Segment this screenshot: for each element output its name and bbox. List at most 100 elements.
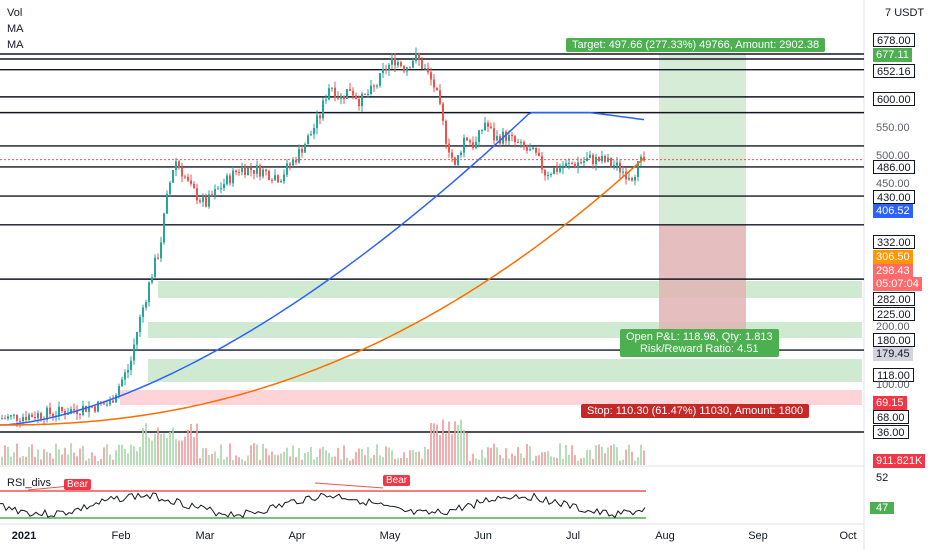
volume-bar xyxy=(238,457,240,465)
candle-body xyxy=(436,87,438,91)
candle-body xyxy=(535,147,537,153)
volume-bar xyxy=(7,446,9,465)
candle-body xyxy=(409,67,411,69)
indicator-vol[interactable]: Vol xyxy=(7,7,23,19)
candle-body xyxy=(412,60,414,68)
candle-body xyxy=(310,134,312,136)
price-label-9: 406.52 xyxy=(873,204,913,218)
candle-body xyxy=(67,413,69,415)
volume-bar xyxy=(472,453,474,465)
volume-bar xyxy=(25,456,27,465)
stop-box[interactable]: Stop: 110.30 (61.47%) 11030, Amount: 180… xyxy=(581,404,810,418)
volume-bar xyxy=(511,453,513,465)
candle-body xyxy=(316,115,318,129)
candle-body xyxy=(88,406,90,412)
volume-bar xyxy=(532,460,534,465)
volume-bar xyxy=(616,447,618,465)
volume-bar xyxy=(184,436,186,465)
volume-bar xyxy=(208,454,210,465)
candle-body xyxy=(553,168,555,175)
support-zone-1 xyxy=(158,281,862,298)
volume-bar xyxy=(601,446,603,465)
volume-bar xyxy=(100,459,102,465)
volume-bar xyxy=(211,453,213,465)
volume-bar xyxy=(79,448,81,465)
candle-body xyxy=(601,156,603,162)
candle-body xyxy=(19,420,21,422)
candle-body xyxy=(577,162,579,167)
volume-bar xyxy=(373,454,375,465)
price-label-12: 298.43 xyxy=(873,264,913,278)
candle-body xyxy=(244,166,246,176)
candle-body xyxy=(397,62,399,66)
candle-body xyxy=(220,188,222,190)
volume-bar xyxy=(433,423,435,465)
candle-body xyxy=(361,93,363,107)
volume-bar xyxy=(355,452,357,465)
candle-body xyxy=(64,411,66,415)
candle-body xyxy=(448,143,450,153)
candle-body xyxy=(295,159,297,163)
volume-bar xyxy=(430,423,432,465)
volume-bar xyxy=(148,437,150,465)
volume-bar xyxy=(292,445,294,465)
candle-body xyxy=(589,154,591,159)
volume-bar xyxy=(331,456,333,465)
volume-bar xyxy=(400,458,402,465)
volume-bar xyxy=(415,451,417,465)
volume-bar xyxy=(169,431,171,465)
candle-body xyxy=(301,148,303,153)
volume-bar xyxy=(562,458,564,465)
candle-body xyxy=(388,64,390,71)
candle-body xyxy=(325,99,327,101)
volume-bar xyxy=(325,450,327,465)
volume-bar xyxy=(463,429,465,465)
volume-bar xyxy=(52,458,54,465)
candle-body xyxy=(391,58,393,65)
candle-body xyxy=(346,89,348,100)
volume-bar xyxy=(94,455,96,465)
volume-bar xyxy=(538,455,540,465)
volume-bar xyxy=(334,456,336,465)
volume-bar xyxy=(316,456,318,465)
time-label-apr: Apr xyxy=(288,530,306,542)
candle-body xyxy=(451,152,453,158)
volume-bar xyxy=(631,451,633,465)
volume-bar xyxy=(157,427,159,465)
volume-bar xyxy=(274,454,276,465)
loss-zone xyxy=(120,390,862,405)
indicator-ma-1[interactable]: MA xyxy=(7,23,24,35)
indicator-ma-2[interactable]: MA xyxy=(7,39,24,51)
candle-body xyxy=(493,128,495,141)
volume-bar xyxy=(190,423,192,465)
candle-body xyxy=(538,152,540,156)
price-label-24: 911.821K xyxy=(873,454,926,468)
volume-bar xyxy=(202,448,204,465)
volume-bar xyxy=(22,455,24,465)
currency-selector[interactable]: 7 USDT xyxy=(885,7,924,19)
candle-body xyxy=(241,166,243,173)
candle-body xyxy=(463,137,465,153)
volume-bar xyxy=(424,446,426,465)
pnl-box[interactable]: Open P&L: 118.98, Qty: 1.813 Risk/Reward… xyxy=(620,329,779,357)
time-label-jun: Jun xyxy=(474,530,492,542)
volume-bar xyxy=(364,455,366,465)
candle-body xyxy=(94,406,96,412)
rsi-label[interactable]: RSI_divs xyxy=(7,477,52,489)
volume-bar xyxy=(49,453,51,465)
volume-bar xyxy=(283,451,285,465)
price-label-6: 486.00 xyxy=(873,160,915,174)
candle-body xyxy=(70,409,72,414)
volume-bar xyxy=(232,460,234,465)
volume-bar xyxy=(640,444,642,465)
candle-body xyxy=(169,182,171,194)
volume-bar xyxy=(172,427,174,465)
candle-body xyxy=(433,79,435,88)
volume-bar xyxy=(574,455,576,465)
target-box[interactable]: Target: 497.66 (277.33%) 49766, Amount: … xyxy=(566,38,826,52)
candle-body xyxy=(166,193,168,214)
candle-body xyxy=(619,162,621,173)
volume-bar xyxy=(442,419,444,465)
